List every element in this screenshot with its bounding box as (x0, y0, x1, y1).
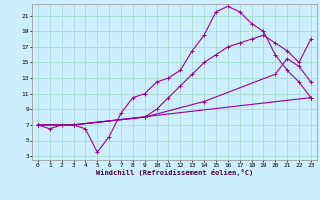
X-axis label: Windchill (Refroidissement éolien,°C): Windchill (Refroidissement éolien,°C) (96, 169, 253, 176)
